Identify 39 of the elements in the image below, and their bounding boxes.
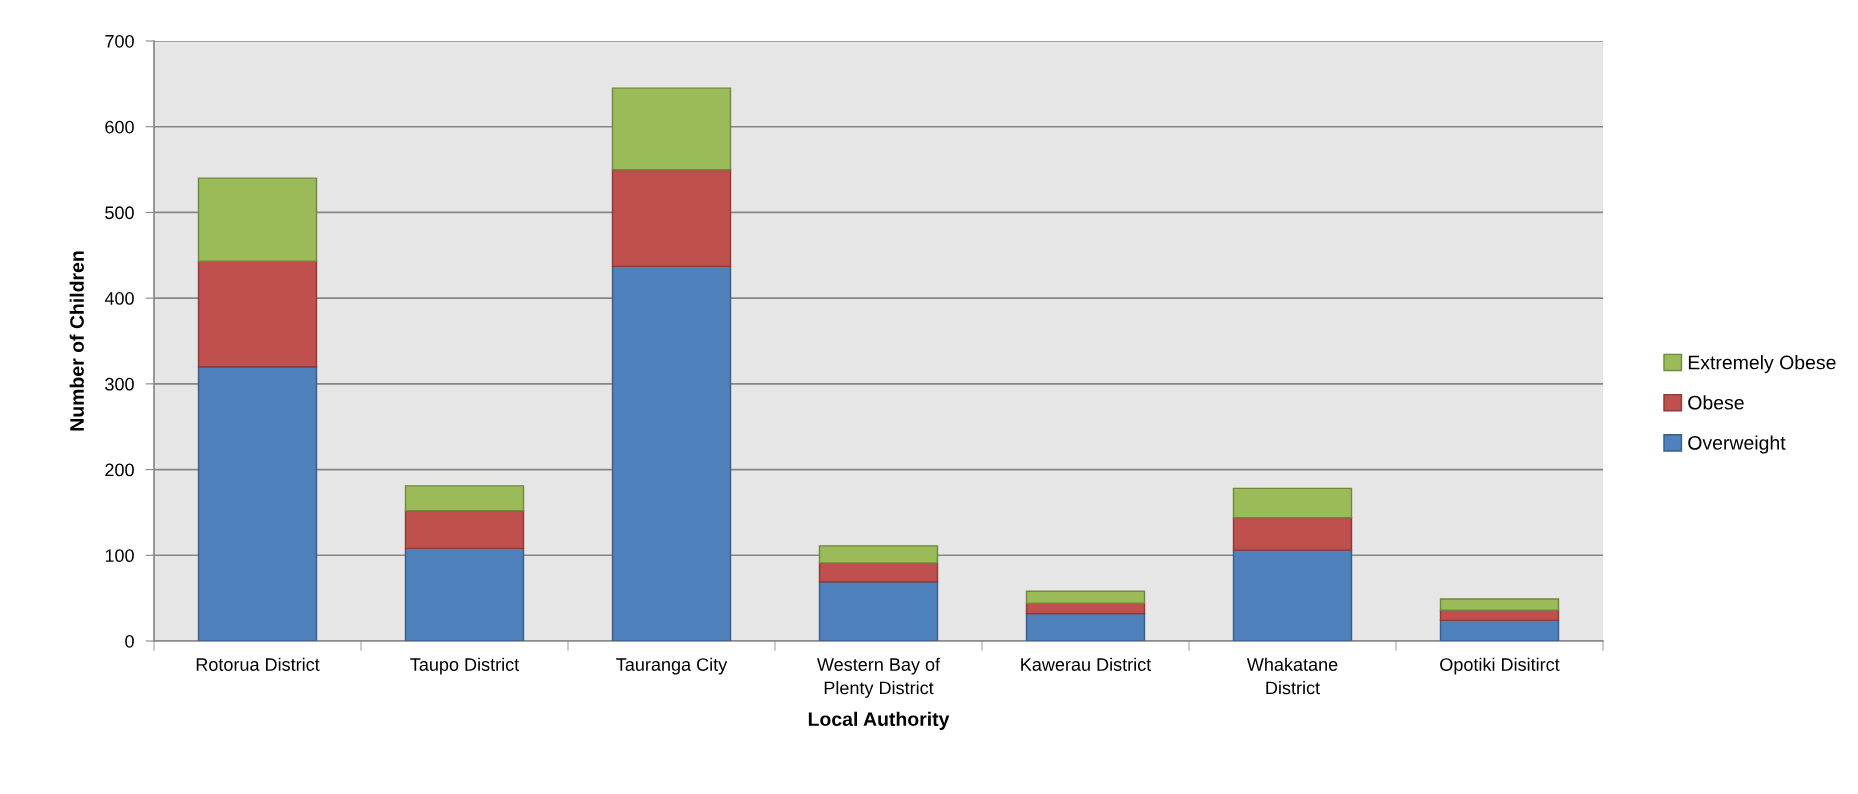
x-tick-label: Opotiki Disitirct xyxy=(1440,657,1560,675)
bar xyxy=(1439,598,1560,611)
y-tick-label: 700 xyxy=(105,34,134,48)
y-tick-label: 500 xyxy=(105,206,134,220)
legend-label: Extremely Obese xyxy=(1688,355,1836,374)
bar xyxy=(611,265,732,641)
bar xyxy=(1232,516,1353,551)
bar xyxy=(197,260,318,368)
bar xyxy=(1025,612,1146,641)
bar xyxy=(404,485,525,512)
bar xyxy=(818,581,939,641)
bar xyxy=(611,87,732,171)
bar xyxy=(818,562,939,583)
y-tick-label: 0 xyxy=(125,634,134,648)
x-tick-label: Rotorua District xyxy=(196,657,320,671)
bar xyxy=(404,510,525,550)
bar xyxy=(818,545,939,564)
y-tick-label: 300 xyxy=(105,377,134,391)
legend-label: Overweight xyxy=(1688,435,1786,454)
x-tick-label: Western Bay of Plenty District xyxy=(817,657,941,698)
bar xyxy=(1439,619,1560,641)
legend-label: Obese xyxy=(1688,395,1744,410)
bar xyxy=(1232,549,1353,641)
y-tick-label: 100 xyxy=(105,549,134,563)
bar xyxy=(404,547,525,641)
y-tick-label: 600 xyxy=(105,120,134,134)
y-axis-title: Number of Children xyxy=(69,251,84,431)
y-tick-label: 200 xyxy=(105,463,134,477)
bar xyxy=(197,366,318,641)
x-tick-label: Kawerau District xyxy=(1021,657,1152,671)
bar xyxy=(611,168,732,268)
bar xyxy=(1025,590,1146,604)
x-tick-label: Whakatane District xyxy=(1246,657,1338,695)
bar xyxy=(197,177,318,262)
y-tick-label: 400 xyxy=(104,292,134,305)
x-tick-label: Taupo District xyxy=(410,657,520,675)
x-tick-label: Tauranga City xyxy=(616,657,728,675)
bar xyxy=(1232,487,1353,519)
x-axis-title: Local Authority xyxy=(808,711,950,730)
